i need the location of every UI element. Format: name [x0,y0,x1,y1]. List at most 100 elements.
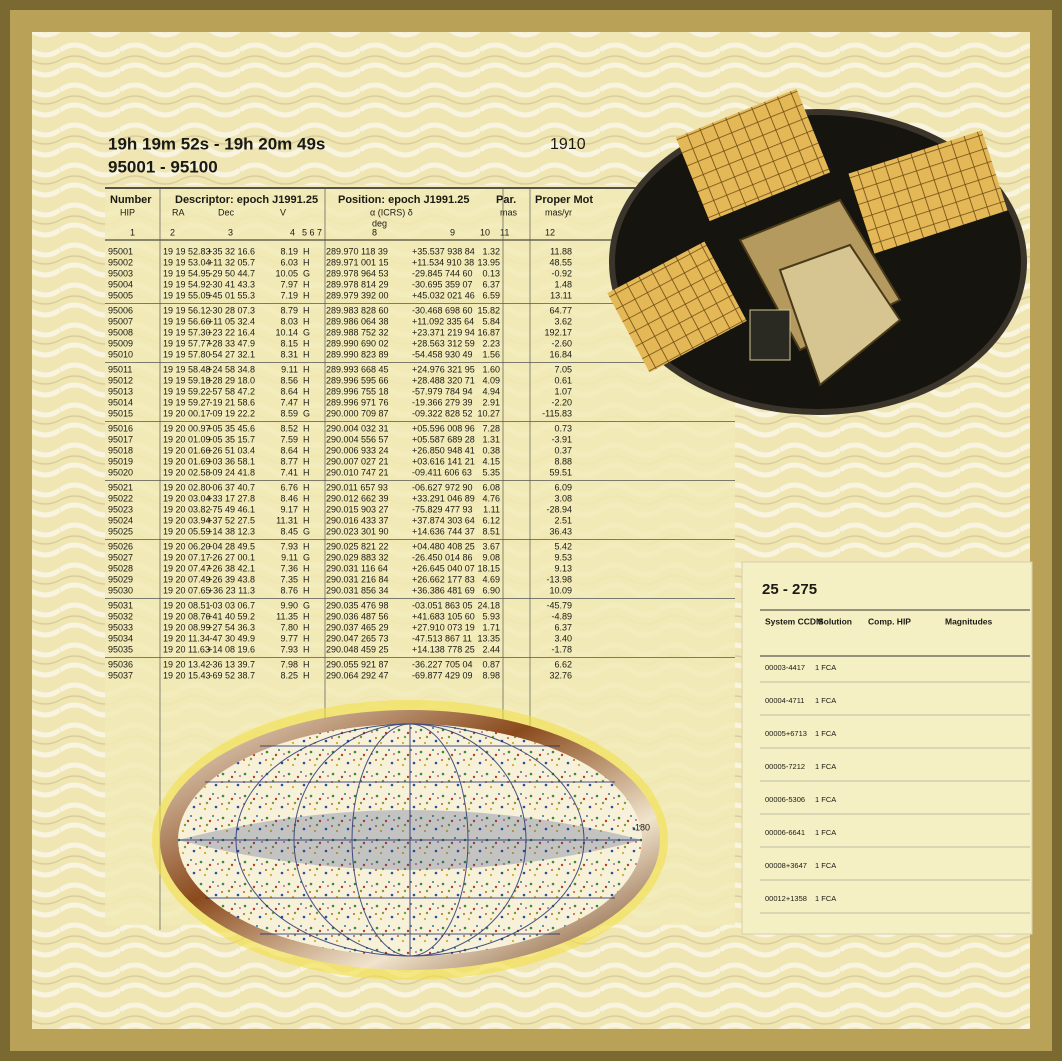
ra: 19 20 06.20 [163,541,211,551]
delta: -09.411 606 63 [412,467,472,477]
delta: +14.138 778 25 [412,644,475,654]
delta: +36.386 481 69 [412,585,475,595]
magnitude: 7.93 [280,541,298,551]
parallax: 24.18 [477,600,500,610]
ra: 19 20 08.76 [163,611,211,621]
hip-number: 95015 [108,408,133,418]
alpha: 289.996 971 76 [326,397,389,407]
magnitude: 6.03 [280,257,298,267]
dec: -29 50 44.7 [209,268,255,278]
dec: +41 40 59.2 [207,611,255,621]
alpha: 289.993 668 45 [326,364,389,374]
table: Number Descriptor: epoch J1991.25 Position… [105,188,735,930]
proper-motion: 48.55 [549,257,572,267]
inset-header: System CCDM [765,616,823,626]
ra: 19 20 01.66 [163,445,211,455]
dec: -30 41 43.3 [209,279,255,289]
dec: +23 22 16.4 [207,327,255,337]
inset-header: Comp. HIP [868,616,911,626]
parallax: 2.91 [482,397,500,407]
inset-ccdm: 00004-4711 [765,696,804,705]
ra: 19 20 01.69 [163,456,211,466]
hip-number: 95016 [108,423,133,433]
magnitude: 9.17 [280,504,298,514]
proper-motion: -4.89 [551,611,572,621]
magnitude: 7.80 [280,622,298,632]
dec: +27 54 36.3 [207,622,255,632]
delta: -09.322 828 52 [412,408,473,418]
source-flag: H [303,305,310,315]
delta: -57.979 784 94 [412,386,473,396]
magnitude: 8.31 [280,349,298,359]
source-flag: G [303,408,310,418]
alpha: 290.006 933 24 [326,445,389,455]
delta: +11.092 335 64 [412,316,474,326]
parallax: 10.27 [477,408,500,418]
source-flag: H [303,493,310,503]
parallax: 7.28 [482,423,500,433]
column-number: 8 [372,227,377,237]
ra: 19 20 11.34 [163,633,210,643]
ra: 19 19 54.92 [163,279,211,289]
parallax: 1.11 [483,504,500,514]
hip-number: 95010 [108,349,133,359]
delta: +28.563 312 59 [412,338,475,348]
parallax: 6.12 [482,515,500,525]
delta: -03.051 863 05 [412,600,473,610]
ra: 19 20 01.09 [163,434,211,444]
delta: -30.468 698 60 [412,305,473,315]
magnitude: 11.35 [276,611,298,621]
ra: 19 20 03.04 [163,493,211,503]
alpha: 290.047 265 73 [326,633,389,643]
magnitude: 8.64 [280,445,298,455]
inset-ccdm: 00006-6641 [765,828,805,837]
hip-number: 95003 [108,268,133,278]
inset-header: Solution [818,616,852,626]
dec: +05 35 45.6 [207,423,255,433]
alpha: 289.970 118 39 [326,246,388,256]
inset-solution: 1 FCA [815,861,836,870]
source-flag: G [303,268,310,278]
hip-number: 95037 [108,670,133,680]
delta: -26.450 014 86 [412,552,473,562]
alpha: 290.031 216 84 [326,574,389,584]
inset-title: 25 - 275 [762,581,817,598]
dec: +24 58 34.8 [207,364,255,374]
proper-motion: -115.83 [542,408,572,418]
column-number: 12 [545,227,555,237]
ra: 19 20 08.99 [163,622,211,632]
ra: 19 20 02.80 [163,482,211,492]
source-flag: H [303,316,310,326]
dec: -47 30 49.9 [209,633,255,643]
hip-number: 95005 [108,290,133,300]
inset-solution: 1 FCA [815,663,836,672]
hip-number: 95004 [108,279,133,289]
parallax: 5.35 [482,467,500,477]
column-group: Descriptor: epoch J1991.25 [175,194,318,206]
delta: +27.910 073 19 [412,622,475,632]
parallax: 4.69 [482,574,500,584]
alpha: 290.025 821 22 [326,541,389,551]
delta: -54.458 930 49 [412,349,473,359]
proper-motion: -0.92 [551,268,572,278]
hip-number: 95029 [108,574,133,584]
proper-motion: 16.84 [549,349,572,359]
alpha: 290.016 433 37 [326,515,389,525]
dec: +28 33 47.9 [207,338,255,348]
source-flag: H [303,574,310,584]
hip-number: 95018 [108,445,133,455]
column-group: Par. [496,194,516,206]
source-flag: H [303,585,310,595]
hip-number: 95031 [108,600,133,610]
proper-motion: 3.40 [554,633,572,643]
ra: 19 19 52.83 [163,246,211,256]
alpha: 289.983 828 60 [326,305,389,315]
alpha: 289.996 755 18 [326,386,389,396]
hip-number: 95024 [108,515,133,525]
ra: 19 19 59.27 [163,397,211,407]
source-flag: H [303,375,310,385]
source-flag: H [303,246,310,256]
